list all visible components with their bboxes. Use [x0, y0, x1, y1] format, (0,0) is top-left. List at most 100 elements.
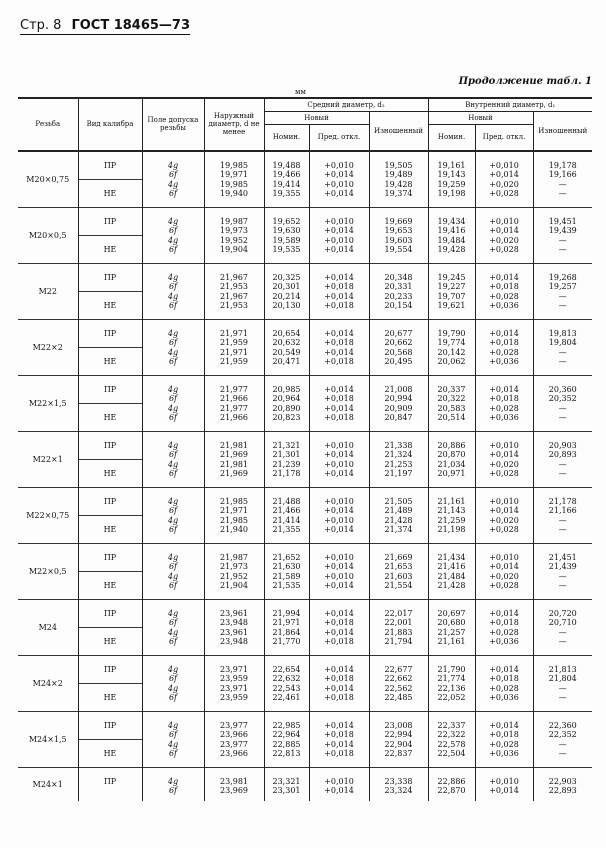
cell-d1-dev: +0,010 +0,014 +0,020 +0,028: [474, 487, 534, 543]
value-d2-dev: +0,010: [324, 440, 354, 450]
value-d1-nom: 19,790: [437, 328, 466, 338]
cell-d2-dev: +0,014 +0,018 +0,014 +0,018: [308, 375, 369, 431]
value-tol: 6f: [168, 170, 178, 179]
cell-d1-nom: 20,886 20,870 21,034 20,971: [427, 431, 476, 487]
value-d: 21,977: [220, 403, 248, 413]
value-d2-worn: 20,909: [384, 403, 413, 413]
value-d1-worn: 19,451: [548, 216, 577, 226]
value-tol: 6f: [168, 749, 178, 758]
value-d2-dev: +0,014: [324, 627, 354, 637]
value-d2-worn: 19,603: [384, 235, 413, 245]
cell-d1-dev: +0,010 +0,014 +0,020 +0,028: [474, 543, 534, 599]
table-row: М22×1,5 ПР НЕ 4g 6f 4g 6f 21,977 21,966 21,977 21,…: [18, 375, 593, 431]
value-d: 21,969: [220, 450, 248, 459]
gauge-type: ПР: [78, 432, 142, 460]
gauge-type-cell: ПР НЕ: [77, 711, 142, 767]
value-d1-nom: 20,337: [437, 384, 466, 394]
cell-d1-worn: 19,178 19,166— —: [532, 150, 593, 207]
value-d1-dev: +0,014: [489, 328, 519, 338]
cell-d1-worn: 19,451 19,439— —: [532, 207, 593, 263]
value-d1-dev: +0,036: [489, 749, 519, 758]
value-d2-nom: 22,985: [272, 720, 301, 730]
cell-d2-nom: 20,654 20,632 20,549 20,471: [263, 319, 309, 375]
value-d2-worn: 20,348: [384, 272, 413, 282]
value-d2-nom: 20,471: [272, 357, 301, 366]
value-d1-worn: 22,360: [548, 720, 577, 730]
gauge-type: НЕ: [103, 692, 117, 702]
value-d: 21,985: [220, 496, 248, 506]
cell-tol: 4g 6f 4g 6f: [141, 319, 204, 375]
value-d2-worn: 22,904: [384, 739, 413, 749]
value-tol: 4g: [167, 272, 179, 282]
value-d: 23,961: [220, 627, 248, 637]
value-d2-nom: 20,214: [272, 291, 301, 301]
col-inner-nominal: Номин.: [427, 124, 476, 151]
value-d: 23,971: [220, 683, 248, 693]
gauge-type-cell: ПР НЕ: [77, 263, 142, 319]
value-d2-worn: 20,994: [384, 394, 413, 403]
value-tol: 4g: [167, 347, 179, 357]
value-d2-dev: +0,014: [324, 328, 354, 338]
value-d: 19,971: [220, 170, 248, 179]
value-d1-dev: +0,018: [489, 618, 519, 627]
value-d1-worn: 21,178: [548, 496, 577, 506]
value-d2-nom: 21,535: [272, 581, 301, 590]
value-d1-dev: +0,010: [489, 160, 519, 170]
value-tol: 6f: [168, 506, 178, 515]
value-d2-worn: 19,374: [384, 189, 413, 198]
cell-d: 19,985 19,971 19,985 19,940: [203, 150, 264, 207]
value-d1-worn: —: [558, 581, 567, 590]
cell-d2-worn: 22,677 22,662 22,562 22,485: [368, 655, 429, 711]
value-d2-dev: +0,014: [324, 786, 354, 795]
value-d1-worn: —: [558, 749, 567, 758]
value-d1-dev: +0,028: [489, 683, 519, 693]
value-d1-nom: 19,416: [437, 226, 466, 235]
value-d1-dev: +0,014: [489, 450, 519, 459]
value-d1-dev: +0,014: [489, 720, 519, 730]
value-d: 19,952: [220, 235, 248, 245]
value-d2-worn: 21,324: [384, 450, 413, 459]
value-d2-dev: +0,014: [324, 506, 354, 515]
value-d1-nom: 20,142: [437, 347, 466, 357]
value-d1-worn: —: [558, 515, 567, 525]
value-d2-dev: +0,014: [324, 403, 354, 413]
value-d2-nom: 22,654: [272, 664, 301, 674]
value-d1-worn: 19,257: [548, 282, 577, 291]
value-d: 21,953: [220, 282, 248, 291]
value-d: 21,967: [220, 291, 248, 301]
value-d1-nom: 19,227: [437, 282, 466, 291]
value-d1-worn: —: [558, 683, 567, 693]
value-d1-dev: +0,014: [489, 272, 519, 282]
cell-d1-dev: +0,010 +0,014 +0,020 +0,028: [474, 207, 534, 263]
value-d: 23,966: [220, 730, 248, 739]
gauge-type: НЕ: [103, 188, 117, 198]
value-d1-worn: —: [558, 235, 567, 245]
value-d1-nom: 22,136: [437, 683, 466, 693]
value-d2-dev: +0,018: [324, 749, 354, 758]
cell-d2-nom: 23,321 23,301: [263, 767, 309, 801]
cell-d2-nom: 19,488 19,466 19,414 19,355: [263, 150, 309, 207]
value-d1-nom: 21,428: [437, 581, 466, 590]
value-tol: 4g: [167, 515, 179, 525]
table-row: М22×0,75 ПР НЕ 4g 6f 4g 6f 21,985 21,971 21,985 21…: [18, 487, 593, 543]
value-d2-worn: 20,154: [384, 301, 413, 310]
gauge-type: НЕ: [103, 468, 117, 478]
value-d1-nom: 22,052: [437, 693, 466, 702]
value-d1-dev: +0,020: [489, 515, 519, 525]
gauge-type-cell: ПР НЕ: [77, 375, 142, 431]
value-tol: 6f: [168, 562, 178, 571]
table-row: М20×0,5 ПР НЕ 4g 6f 4g 6f 19,987 19,973 19,952 19,…: [18, 207, 593, 263]
value-d1-nom: 19,198: [437, 189, 466, 198]
value-d1-worn: —: [558, 189, 567, 198]
cell-d2-worn: 20,348 20,331 20,233 20,154: [368, 263, 429, 319]
cell-d: 21,977 21,966 21,977 21,966: [203, 375, 264, 431]
col-group-inner-diameter: Внутренний диаметр, d₁: [427, 98, 593, 112]
value-d1-nom: 21,416: [437, 562, 466, 571]
value-d1-nom: 22,886: [437, 776, 466, 786]
cell-tol: 4g 6f 4g 6f: [141, 263, 204, 319]
value-d: 23,977: [220, 720, 248, 730]
value-d2-worn: 20,331: [384, 282, 413, 291]
value-d1-nom: 21,484: [437, 571, 466, 581]
value-d1-nom: 19,774: [437, 338, 466, 347]
value-d1-nom: 21,161: [437, 637, 466, 646]
